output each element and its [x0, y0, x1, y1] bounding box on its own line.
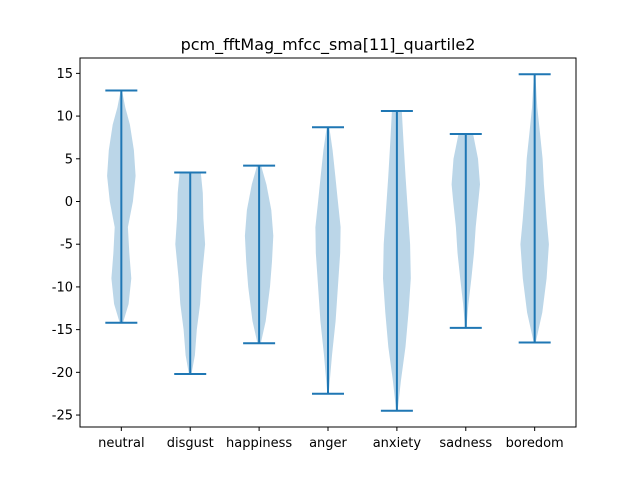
y-tick-label: 5 — [65, 152, 73, 167]
y-tick-label: -10 — [52, 280, 73, 295]
x-tick-label: happiness — [226, 436, 292, 451]
y-tick-label: -20 — [52, 366, 73, 381]
y-tick-label: 0 — [65, 195, 73, 210]
y-tick-label: 10 — [56, 110, 73, 125]
x-tick-label: neutral — [98, 436, 145, 451]
x-tick-label: sadness — [439, 436, 492, 451]
x-axis: neutral disgust happiness anger anxiety sadne… — [98, 427, 564, 451]
violin-group — [105, 73, 551, 412]
x-tick-label: disgust — [167, 436, 214, 451]
y-tick-label: 15 — [56, 67, 73, 82]
y-tick-label: -25 — [52, 409, 73, 424]
y-tick-label: -15 — [52, 323, 73, 338]
x-tick-label: anger — [309, 436, 347, 451]
chart-title: pcm_fftMag_mfcc_sma[11]_quartile2 — [181, 35, 476, 55]
x-tick-label: anxiety — [373, 436, 422, 451]
y-axis: 15 10 5 0 -5 -10 -15 -20 -25 — [52, 67, 80, 424]
y-tick-label: -5 — [60, 238, 73, 253]
x-tick-label: boredom — [506, 436, 564, 451]
